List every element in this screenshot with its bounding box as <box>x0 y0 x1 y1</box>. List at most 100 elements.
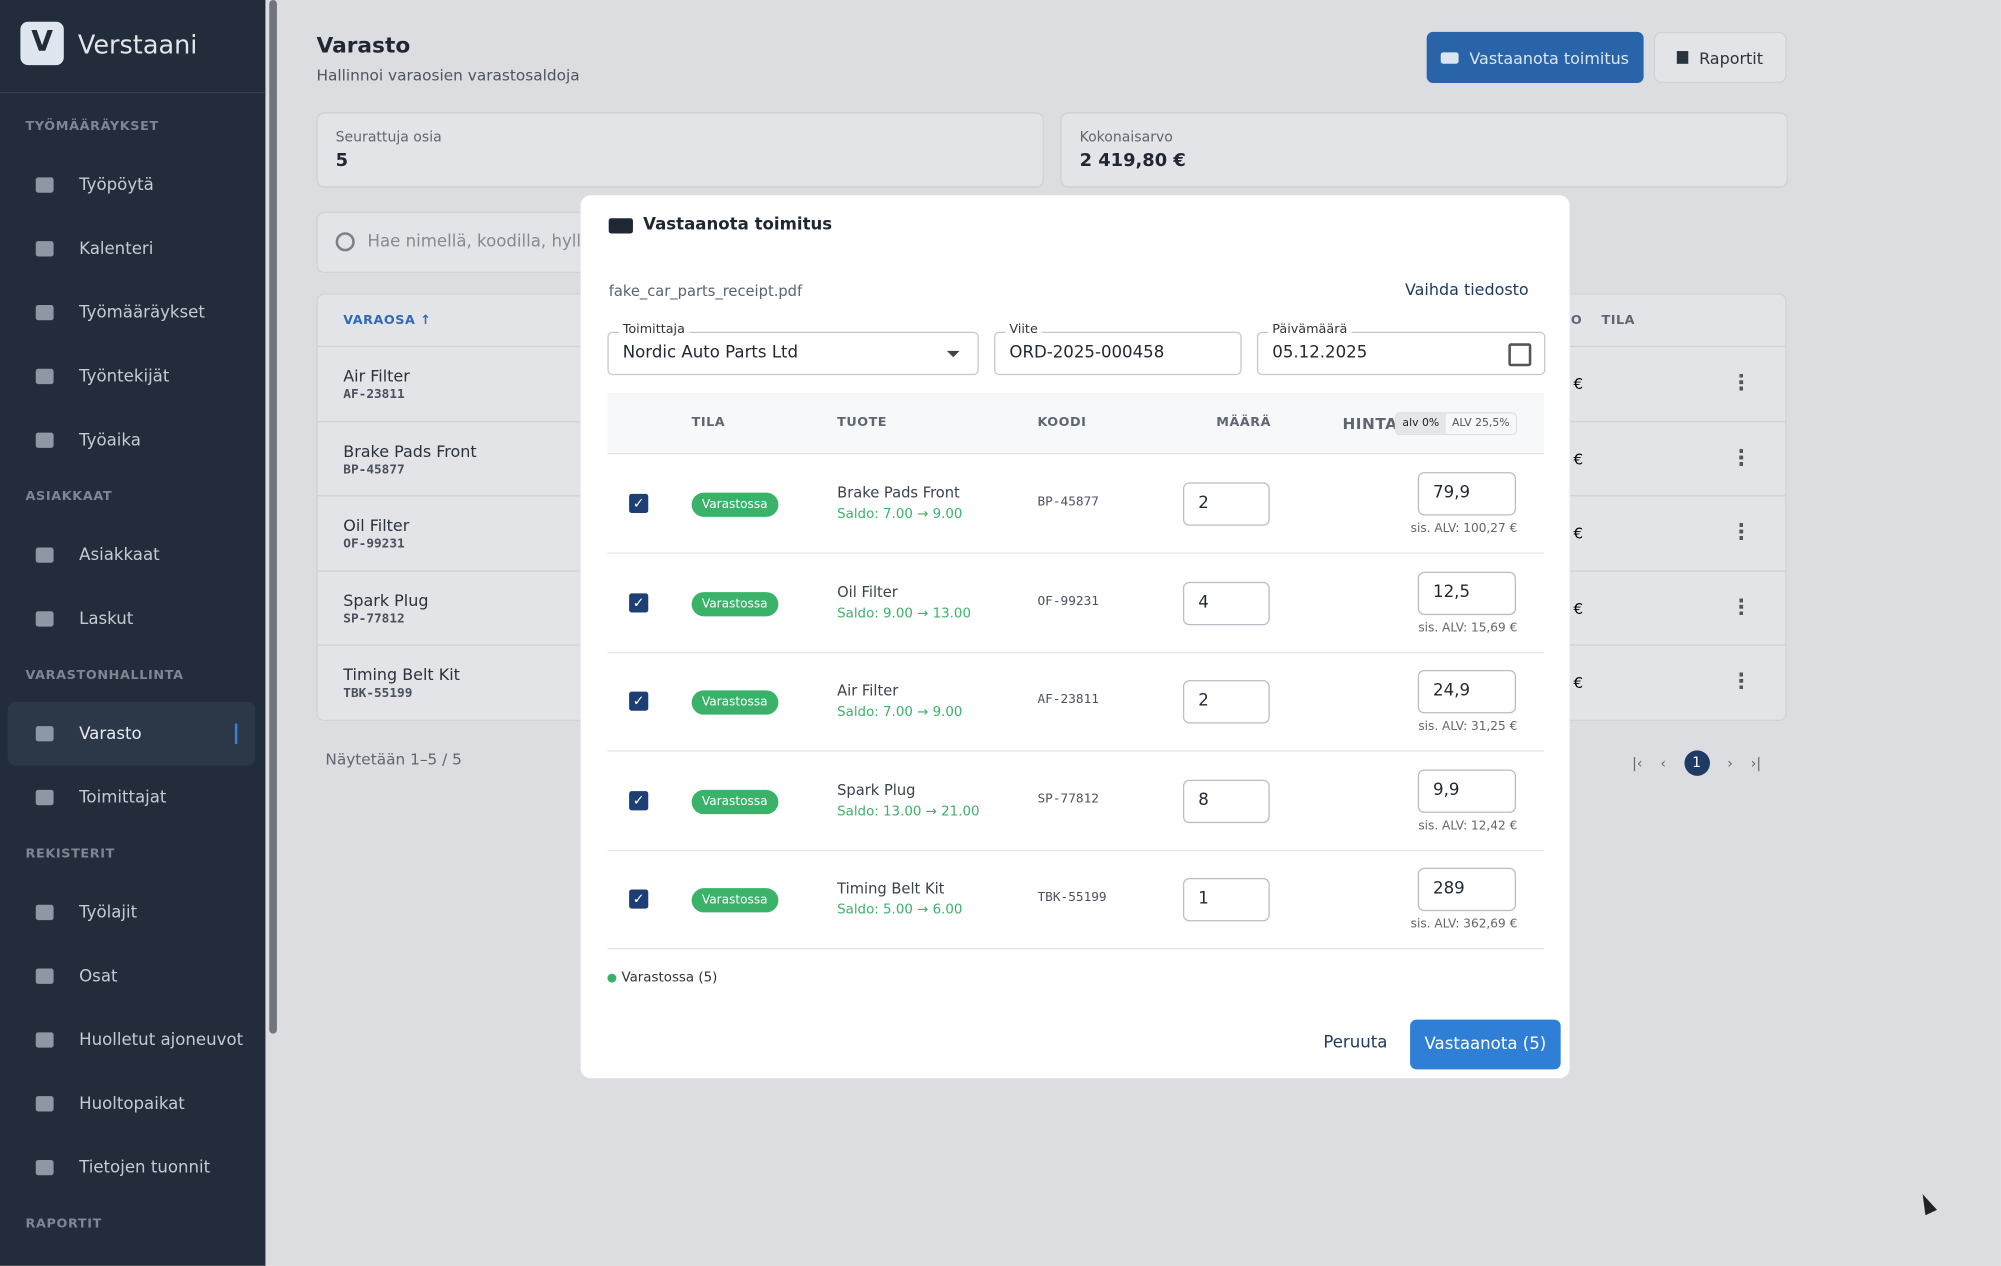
saldo: Saldo: 13.00 → 21.00 <box>837 803 980 819</box>
column-header[interactable]: VARAOSA ↑ <box>343 313 432 328</box>
nav-icon <box>35 547 54 563</box>
checkbox[interactable]: ✓ <box>629 889 649 909</box>
nav-icon <box>35 789 54 806</box>
stat-value: 2 419,80 € <box>1079 150 1186 171</box>
part-value: € <box>1573 449 1584 468</box>
row-menu[interactable] <box>1739 598 1747 615</box>
checkbox[interactable]: ✓ <box>629 493 649 513</box>
nav-icon <box>35 611 54 627</box>
price-input[interactable]: 24,9 <box>1417 669 1517 714</box>
saldo: Saldo: 7.00 → 9.00 <box>837 506 963 522</box>
part-value: € <box>1573 524 1584 543</box>
nav-item[interactable]: Kalenteri <box>8 217 256 281</box>
active-indicator <box>234 723 238 744</box>
nav-section: RAPORTIT <box>25 1217 102 1232</box>
nav-item[interactable]: Työmääräykset <box>8 281 256 345</box>
nav-item[interactable]: Toimittajat <box>8 766 256 830</box>
price-input[interactable]: 12,5 <box>1417 571 1517 615</box>
page-current[interactable]: 1 <box>1683 750 1710 776</box>
nav-section: REKISTERIT <box>25 847 115 862</box>
receive-button[interactable]: Vastaanota toimitus <box>1426 31 1644 83</box>
calendar-icon[interactable] <box>1508 343 1532 367</box>
nav-item[interactable]: Huoltopaikat <box>8 1072 256 1136</box>
page-title: Varasto <box>316 33 411 59</box>
legend: Varastossa (5) <box>607 970 717 985</box>
qty-input[interactable]: 2 <box>1182 680 1270 724</box>
product-name: Timing Belt Kit <box>837 879 945 898</box>
nav-item[interactable]: Varasto <box>7 701 256 766</box>
date-field[interactable]: Päivämäärä 05.12.2025 <box>1256 322 1546 376</box>
change-file[interactable]: Vaihda tiedosto <box>1404 279 1529 299</box>
column-header: HINTA <box>1342 414 1398 433</box>
vat-toggle[interactable]: alv 0% ALV 25,5% <box>1394 412 1518 436</box>
item-row: ✓ Varastossa Oil Filter Saldo: 9.00 → 13… <box>607 553 1545 653</box>
item-row: ✓ Varastossa Timing Belt Kit Saldo: 5.00… <box>607 850 1545 950</box>
qty-input[interactable]: 8 <box>1182 779 1270 823</box>
nav-item[interactable]: Laskut <box>8 587 256 651</box>
toggle-option[interactable]: ALV 25,5% <box>1451 417 1510 431</box>
status-badge: Varastossa <box>691 690 778 715</box>
item-row: ✓ Varastossa Brake Pads Front Saldo: 7.0… <box>607 454 1545 554</box>
checkbox[interactable]: ✓ <box>629 592 649 612</box>
saldo: Saldo: 5.00 → 6.00 <box>837 902 963 918</box>
price-input[interactable]: 289 <box>1417 867 1517 912</box>
icon <box>1441 51 1460 64</box>
nav-icon <box>35 1159 54 1176</box>
checkbox[interactable]: ✓ <box>629 691 649 711</box>
reports-button[interactable]: Raportit <box>1653 31 1787 83</box>
product-code: SP-77812 <box>1037 791 1099 806</box>
row-menu[interactable] <box>1739 523 1747 541</box>
nav-section: ASIAKKAAT <box>25 490 113 505</box>
last: ›| <box>1750 754 1762 772</box>
checkbox[interactable]: ✓ <box>629 790 649 810</box>
nav-item[interactable]: Työaika <box>8 408 256 472</box>
search-icon <box>335 232 355 252</box>
scrollbar <box>269 0 277 1034</box>
nav-item[interactable]: Tietojen tuonnit <box>8 1136 256 1200</box>
field-label: Viite <box>1005 322 1042 337</box>
nav-item[interactable]: Työlajit <box>8 881 256 945</box>
row-menu[interactable] <box>1739 373 1747 391</box>
column-header: TUOTE <box>837 416 888 431</box>
product-code: AF-23811 <box>1037 692 1099 707</box>
price-input[interactable]: 9,9 <box>1417 768 1517 813</box>
field-value: ORD-2025-000458 <box>1009 343 1165 363</box>
dialog-title: Vastaanota toimitus <box>643 215 833 235</box>
nav-icon <box>35 1032 54 1048</box>
part-name: Air Filter <box>343 366 410 386</box>
stat-label: Seurattuja osia <box>335 128 442 146</box>
nav-label: Tietojen tuonnit <box>79 1158 211 1178</box>
nav-item[interactable]: Osat <box>8 944 256 1008</box>
part-value: € <box>1573 599 1584 618</box>
nav-section: VARASTONHALLINTA <box>25 668 184 683</box>
product-code: OF-99231 <box>1037 594 1099 609</box>
confirm-button[interactable]: Vastaanota (5) <box>1410 1019 1561 1070</box>
nav-icon <box>35 241 54 257</box>
nav-item[interactable]: Huolletut ajoneuvot <box>8 1008 256 1072</box>
price-input[interactable]: 79,9 <box>1417 472 1517 516</box>
vat-price: sis. ALV: 31,25 € <box>1418 719 1518 734</box>
nav-item[interactable]: Asiakkaat <box>8 523 256 587</box>
qty-input[interactable]: 2 <box>1182 482 1270 526</box>
product-name: Oil Filter <box>837 582 898 601</box>
row-menu[interactable] <box>1739 673 1747 690</box>
part-name: Timing Belt Kit <box>343 665 460 685</box>
reference-field[interactable]: Viite ORD-2025-000458 <box>994 322 1242 376</box>
cancel-button[interactable]: Peruuta <box>1323 1033 1388 1053</box>
search-placeholder: Hae nimellä, koodilla, hyllyp <box>367 232 602 252</box>
part-code: OF-99231 <box>343 537 405 552</box>
qty-input[interactable]: 4 <box>1182 581 1270 625</box>
supplier-field[interactable]: Toimittaja Nordic Auto Parts Ltd <box>607 322 979 376</box>
part-name: Brake Pads Front <box>343 441 477 461</box>
toggle-option[interactable]: alv 0% <box>1396 413 1446 434</box>
nav-item[interactable]: Työpöytä <box>8 153 256 217</box>
first: |‹ <box>1632 754 1643 772</box>
page-nav[interactable]: |‹ ‹ 1 › ›| <box>1632 750 1761 776</box>
items-header: TILA TUOTE KOODI MÄÄRÄ HINTA alv 0% ALV 2… <box>607 393 1545 455</box>
row-menu[interactable] <box>1739 448 1747 466</box>
qty-input[interactable]: 1 <box>1182 877 1270 922</box>
nav-item[interactable]: Työntekijät <box>8 345 256 409</box>
label: Raportit <box>1699 47 1763 67</box>
vat-price: sis. ALV: 362,69 € <box>1410 917 1518 932</box>
